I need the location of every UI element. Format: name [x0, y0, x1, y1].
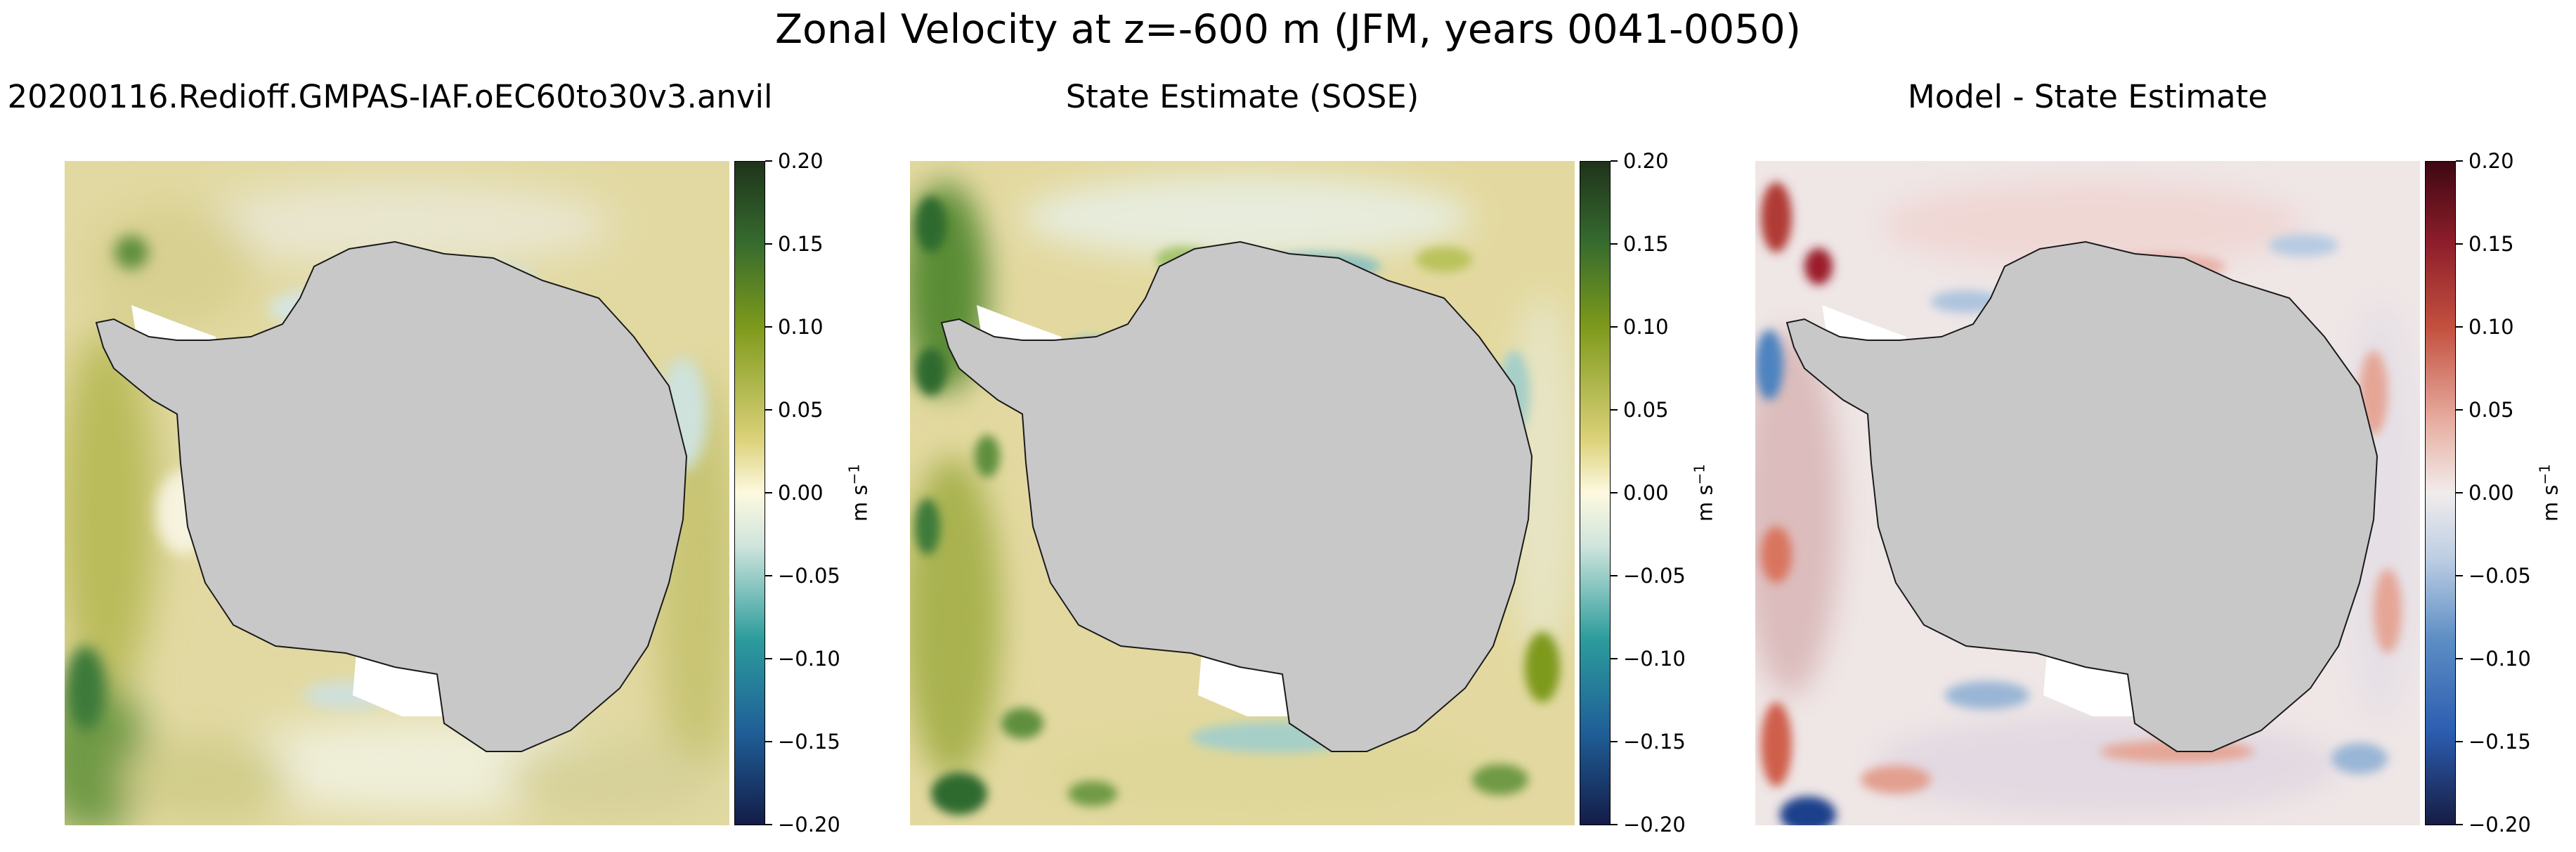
panel-3-map: [1755, 161, 2420, 825]
panel-1-colorbar: [734, 161, 765, 825]
antarctica-land: [95, 240, 688, 752]
panel-2-colorbar: [1580, 161, 1611, 825]
panel-1-title: 20200116.Redioff.GMPAS-IAF.oEC60to30v3.a…: [7, 78, 773, 115]
panel-1-colorbar-ticks: 0.20 0.15 0.10 0.05 0.00 −0.05 −0.10 −0.…: [765, 149, 906, 837]
panel-3-units: m s−1: [2536, 463, 2563, 522]
panel-3-colorbar: [2425, 161, 2456, 825]
panel-2-title: State Estimate (SOSE): [1065, 78, 1419, 115]
panel-3-title: Model - State Estimate: [1907, 78, 2268, 115]
panel-2-units: m s−1: [1691, 463, 1717, 522]
panel-3-colorbar-ticks: 0.20 0.15 0.10 0.05 0.00 −0.05 −0.10 −0.…: [2456, 149, 2576, 837]
figure-title: Zonal Velocity at z=-600 m (JFM, years 0…: [774, 6, 1801, 53]
antarctica-land: [1785, 240, 2379, 752]
panel-1-units: m s−1: [845, 463, 872, 522]
panel-2-map: [910, 161, 1575, 825]
antarctica-land: [940, 240, 1533, 752]
panel-1-map: [65, 161, 729, 825]
panel-2-colorbar-ticks: 0.20 0.15 0.10 0.05 0.00 −0.05 −0.10 −0.…: [1611, 149, 1751, 837]
